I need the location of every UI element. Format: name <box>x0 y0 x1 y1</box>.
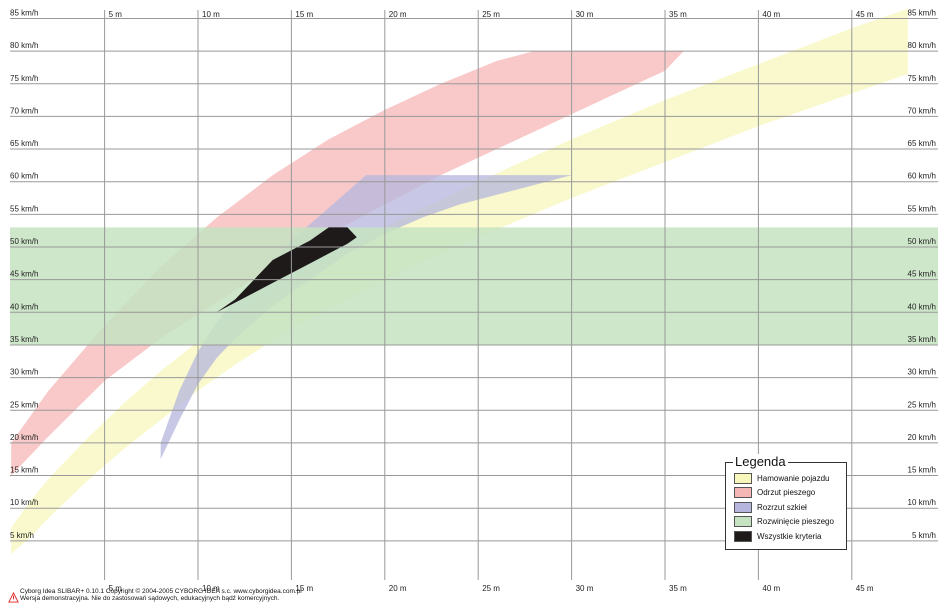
y-tick-label-left: 30 km/h <box>10 368 38 377</box>
legend-swatch <box>734 472 752 484</box>
band-wszystkie-kryteria <box>216 227 357 313</box>
x-tick-label-top: 40 m <box>762 10 780 19</box>
legend-label: Wszystkie kryteria <box>757 531 822 541</box>
y-tick-label-left: 50 km/h <box>10 237 38 246</box>
y-tick-label-right: 65 km/h <box>908 139 936 148</box>
y-tick-label-right: 50 km/h <box>908 237 936 246</box>
x-tick-label-bottom: 25 m <box>482 584 500 593</box>
warning-icon <box>8 592 19 603</box>
y-tick-label-right: 85 km/h <box>908 8 936 17</box>
x-tick-label-top: 20 m <box>389 10 407 19</box>
footer-text: Cyborg Idea SLIBAR+ 0.10.1 Copyright © 2… <box>20 588 302 602</box>
legend-item-hamowanie-pojazdu: Hamowanie pojazdu <box>734 472 830 484</box>
chart-grid <box>10 10 938 580</box>
y-tick-label-right: 30 km/h <box>908 368 936 377</box>
legend-label: Rozrzut szkieł <box>757 502 807 512</box>
legend-item-rozrzut-szkie: Rozrzut szkieł <box>734 501 807 513</box>
y-tick-label-left: 25 km/h <box>10 400 38 409</box>
x-tick-label-top: 35 m <box>669 10 687 19</box>
footer-disclaimer: Wersja demonstracyjna. Nie do zastosowań… <box>20 595 280 602</box>
y-tick-label-left: 75 km/h <box>10 74 38 83</box>
legend-item-odrzut-pieszego: Odrzut pieszego <box>734 487 815 499</box>
y-tick-label-left: 55 km/h <box>10 204 38 213</box>
y-tick-label-left: 80 km/h <box>10 41 38 50</box>
y-tick-label-right: 40 km/h <box>908 302 936 311</box>
y-tick-label-right: 35 km/h <box>908 335 936 344</box>
chart-tick-labels: 5 m 5 m 10 m 10 m 15 m 15 m 20 m 20 m 25 m 25 m 30… <box>10 8 936 593</box>
y-tick-label-left: 85 km/h <box>10 8 38 17</box>
legend-swatch <box>734 516 752 527</box>
legend-label: Rozwinięcie pieszego <box>757 517 834 526</box>
y-tick-label-right: 15 km/h <box>908 466 936 475</box>
y-tick-label-left: 70 km/h <box>10 106 38 115</box>
y-tick-label-right: 5 km/h <box>912 531 936 540</box>
legend-label: Odrzut pieszego <box>757 488 816 497</box>
y-tick-label-right: 10 km/h <box>908 498 936 507</box>
x-tick-label-top: 45 m <box>856 10 874 19</box>
y-tick-label-right: 55 km/h <box>908 204 936 213</box>
legend-item-wszystkie-kryteria: Wszystkie kryteria <box>734 530 821 542</box>
x-tick-label-bottom: 20 m <box>389 584 407 593</box>
y-tick-label-right: 20 km/h <box>908 433 936 442</box>
x-tick-label-top: 30 m <box>576 10 594 19</box>
y-tick-label-left: 15 km/h <box>10 466 38 475</box>
y-tick-label-left: 20 km/h <box>10 433 38 442</box>
y-tick-label-right: 60 km/h <box>908 172 936 181</box>
y-tick-label-left: 45 km/h <box>10 270 38 279</box>
legend-item-rozwini-cie-pieszego: Rozwinięcie pieszego <box>734 516 834 528</box>
y-tick-label-left: 40 km/h <box>10 302 38 311</box>
y-tick-label-left: 10 km/h <box>10 498 38 507</box>
y-tick-label-right: 70 km/h <box>908 106 936 115</box>
x-tick-label-top: 25 m <box>482 10 500 19</box>
y-tick-label-right: 80 km/h <box>908 41 936 50</box>
x-tick-label-top: 15 m <box>295 10 313 19</box>
legend-swatch <box>734 487 752 498</box>
y-tick-label-left: 35 km/h <box>10 335 38 344</box>
y-tick-label-right: 45 km/h <box>908 270 936 279</box>
x-tick-label-bottom: 5 m <box>109 584 123 593</box>
x-tick-label-top: 10 m <box>202 10 220 19</box>
band-odrzut-pieszego <box>11 51 684 476</box>
x-tick-label-bottom: 40 m <box>762 584 780 593</box>
footer-copyright: Cyborg Idea SLIBAR+ 0.10.1 Copyright © 2… <box>20 588 302 595</box>
band-hamowanie-pojazdu <box>11 8 908 554</box>
x-tick-label-bottom: 45 m <box>856 584 874 593</box>
x-tick-label-bottom: 15 m <box>295 584 313 593</box>
legend-label: Hamowanie pojazdu <box>757 473 830 483</box>
x-tick-label-bottom: 10 m <box>202 584 220 593</box>
y-tick-label-left: 65 km/h <box>10 139 38 148</box>
y-tick-label-right: 75 km/h <box>908 74 936 83</box>
legend-swatch <box>734 501 752 513</box>
legend-title: Legenda <box>733 454 788 469</box>
band-rozwini-cie-pieszego <box>10 227 938 345</box>
legend-swatch <box>734 530 752 542</box>
y-tick-label-right: 25 km/h <box>908 400 936 409</box>
y-tick-label-left: 5 km/h <box>10 531 34 540</box>
x-tick-label-bottom: 30 m <box>576 584 594 593</box>
x-tick-label-top: 5 m <box>109 10 123 19</box>
x-tick-label-bottom: 35 m <box>669 584 687 593</box>
y-tick-label-left: 60 km/h <box>10 172 38 181</box>
